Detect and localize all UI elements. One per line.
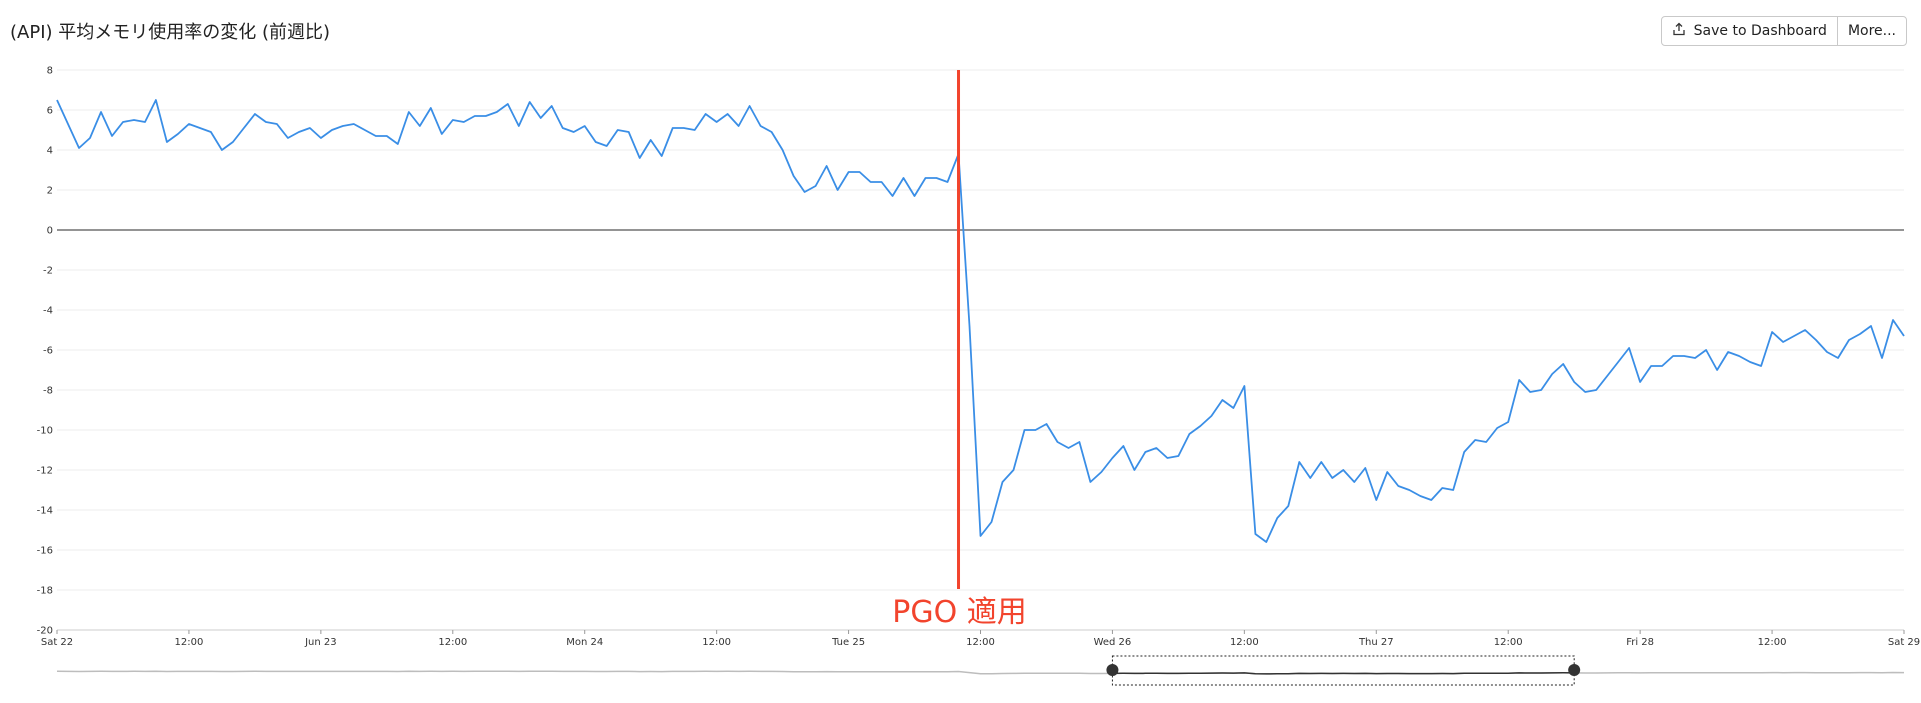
y-tick-label: -6 — [43, 346, 53, 357]
y-tick-label: -16 — [37, 546, 53, 557]
y-tick-label: 4 — [47, 146, 53, 157]
page-title: (API) 平均メモリ使用率の変化 (前週比) — [10, 22, 331, 43]
x-tick-label: Tue 25 — [831, 637, 865, 648]
x-tick-label: Thu 27 — [1358, 637, 1394, 648]
overview-navigator[interactable] — [56, 655, 1905, 686]
x-tick-label: Fri 28 — [1626, 637, 1654, 648]
y-tick-label: 6 — [47, 106, 53, 117]
overview-selected-line — [1112, 672, 1575, 675]
x-tick-label: Sat 29 — [1888, 637, 1920, 648]
y-tick-label: -4 — [43, 306, 53, 317]
x-tick-label: 12:00 — [1758, 637, 1787, 648]
y-tick-label: -18 — [37, 586, 53, 597]
save-to-dashboard-button[interactable]: Save to Dashboard — [1662, 17, 1837, 45]
annotations: PGO 適用 — [892, 70, 1027, 630]
x-tick-label: 12:00 — [702, 637, 731, 648]
y-tick-label: -10 — [37, 426, 53, 437]
x-tick-label: Mon 24 — [566, 637, 603, 648]
overview-left-handle[interactable] — [1106, 664, 1119, 676]
x-tick-label: Sat 22 — [41, 637, 73, 648]
overview-right-handle[interactable] — [1568, 664, 1581, 676]
chart-toolbar: Save to Dashboard More... — [1660, 16, 1907, 46]
x-tick-label: Wed 26 — [1094, 637, 1132, 648]
overview-line — [56, 670, 1905, 675]
y-tick-label: -20 — [37, 626, 53, 637]
y-tick-label: -8 — [43, 386, 53, 397]
upload-icon — [1672, 22, 1686, 40]
y-tick-label: -12 — [37, 466, 53, 477]
save-to-dashboard-label: Save to Dashboard — [1693, 23, 1827, 39]
y-tick-label: -14 — [37, 506, 53, 517]
x-tick-label: 12:00 — [1230, 637, 1259, 648]
y-tick-label: 2 — [47, 186, 53, 197]
x-axis: Sat 22 12:00 Jun 23 12:00 Mon 24 12:00 Tue 25 1… — [41, 629, 1920, 648]
more-button[interactable]: More... — [1836, 17, 1906, 45]
y-tick-label: 8 — [47, 66, 53, 77]
series-lines — [56, 99, 1905, 543]
y-axis: 8 6 4 2 0 -2 -4 -6 -8 -10 -12 -14 -16 -18 -20 — [37, 66, 53, 637]
x-tick-label: 12:00 — [438, 637, 467, 648]
x-tick-label: 12:00 — [1494, 637, 1523, 648]
x-tick-label: 12:00 — [966, 637, 995, 648]
x-tick-label: Jun 23 — [304, 637, 337, 648]
y-tick-label: -2 — [43, 266, 53, 277]
x-tick-label: 12:00 — [175, 637, 204, 648]
overview-selection-box[interactable] — [1111, 655, 1575, 686]
series-line — [56, 99, 1905, 543]
annotation-label: PGO 適用 — [892, 595, 1027, 630]
y-tick-label: 0 — [47, 226, 53, 237]
